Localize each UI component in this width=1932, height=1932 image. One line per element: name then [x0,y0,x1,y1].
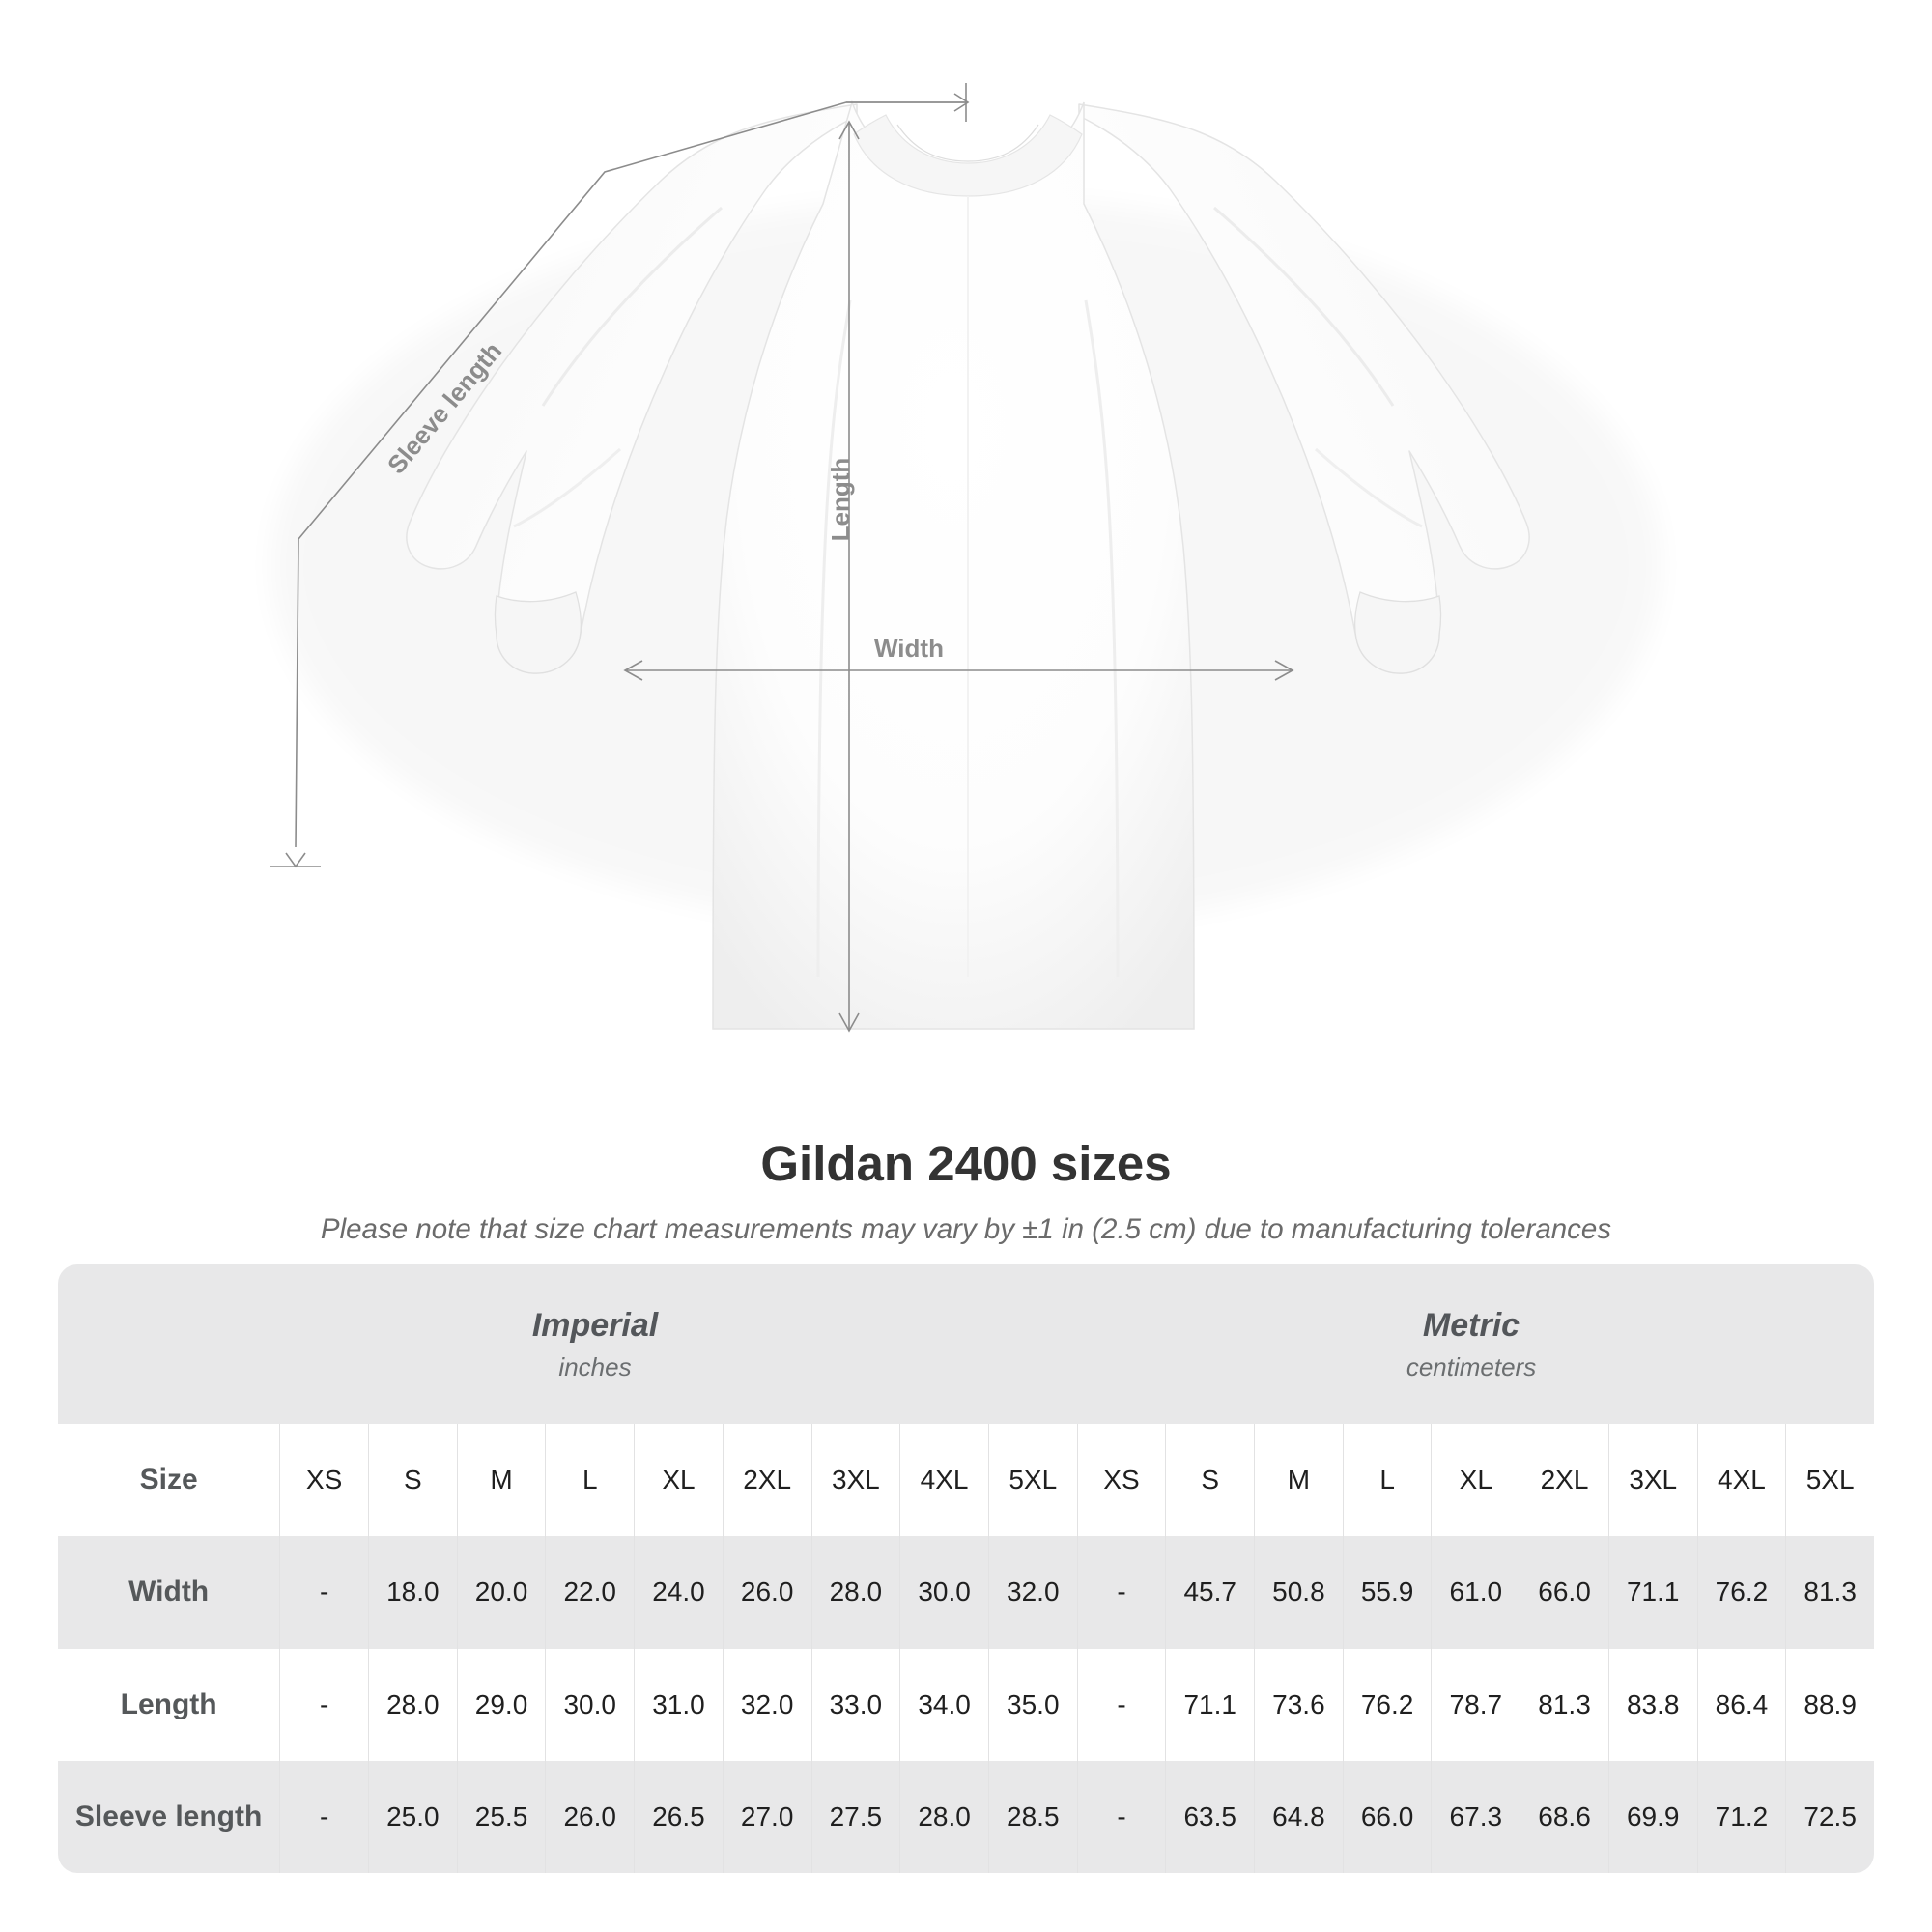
svg-text:Length: Length [826,458,855,542]
svg-text:Sleeve length: Sleeve length [382,336,507,479]
svg-text:Width: Width [874,634,944,663]
